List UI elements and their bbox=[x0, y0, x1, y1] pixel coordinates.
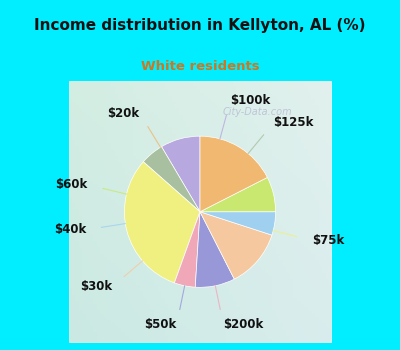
Wedge shape bbox=[200, 212, 272, 279]
Wedge shape bbox=[200, 212, 276, 235]
Text: $30k: $30k bbox=[80, 280, 112, 293]
Wedge shape bbox=[143, 147, 200, 212]
Text: $40k: $40k bbox=[54, 223, 86, 236]
Text: Income distribution in Kellyton, AL (%): Income distribution in Kellyton, AL (%) bbox=[34, 18, 366, 33]
Text: $100k: $100k bbox=[230, 94, 271, 107]
Text: $75k: $75k bbox=[312, 234, 344, 247]
Text: $60k: $60k bbox=[56, 178, 88, 191]
Wedge shape bbox=[162, 136, 200, 212]
Wedge shape bbox=[124, 162, 200, 283]
Text: White residents: White residents bbox=[141, 60, 259, 72]
Wedge shape bbox=[200, 177, 276, 212]
Wedge shape bbox=[174, 212, 200, 287]
Text: $20k: $20k bbox=[108, 107, 140, 120]
Text: $200k: $200k bbox=[224, 318, 264, 331]
Wedge shape bbox=[200, 136, 267, 212]
Text: City-Data.com: City-Data.com bbox=[223, 107, 292, 117]
Wedge shape bbox=[195, 212, 234, 287]
Text: $125k: $125k bbox=[274, 116, 314, 129]
Text: $50k: $50k bbox=[144, 318, 176, 331]
